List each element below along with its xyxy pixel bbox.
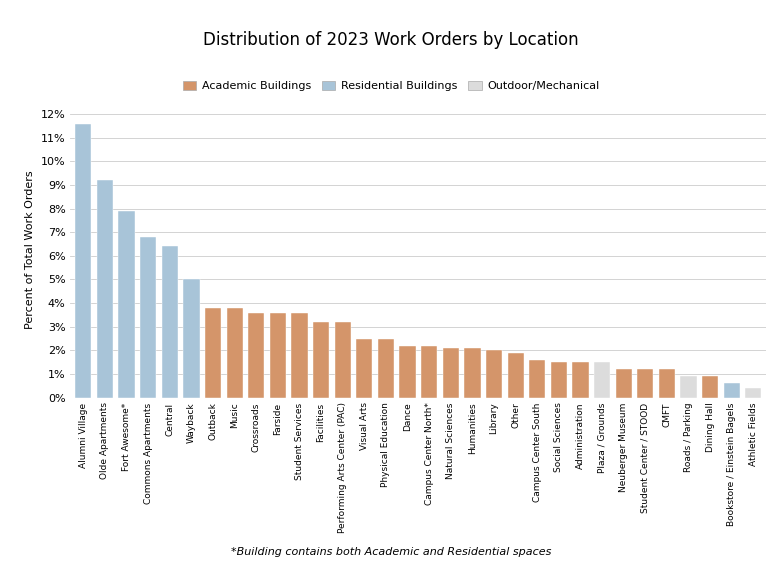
Bar: [508, 353, 524, 398]
Bar: [205, 308, 221, 398]
Bar: [292, 312, 307, 398]
Bar: [75, 123, 91, 398]
Bar: [313, 322, 329, 398]
Bar: [637, 369, 654, 398]
Bar: [97, 180, 113, 398]
Bar: [357, 339, 372, 398]
Bar: [118, 211, 135, 398]
Bar: [183, 279, 199, 398]
Bar: [680, 377, 697, 398]
Bar: [702, 377, 719, 398]
Bar: [270, 312, 286, 398]
Bar: [594, 362, 610, 398]
Bar: [378, 339, 394, 398]
Bar: [140, 237, 156, 398]
Bar: [465, 348, 480, 398]
Bar: [529, 360, 545, 398]
Bar: [443, 348, 459, 398]
Bar: [658, 369, 675, 398]
Bar: [227, 308, 242, 398]
Bar: [745, 388, 762, 398]
Text: Distribution of 2023 Work Orders by Location: Distribution of 2023 Work Orders by Loca…: [203, 31, 579, 49]
Bar: [400, 345, 416, 398]
Bar: [551, 362, 567, 398]
Bar: [248, 312, 264, 398]
Bar: [486, 350, 502, 398]
Bar: [723, 383, 740, 398]
Y-axis label: Percent of Total Work Orders: Percent of Total Work Orders: [25, 170, 35, 329]
Bar: [335, 322, 351, 398]
Text: *Building contains both Academic and Residential spaces: *Building contains both Academic and Res…: [231, 546, 551, 557]
Legend: Academic Buildings, Residential Buildings, Outdoor/Mechanical: Academic Buildings, Residential Building…: [178, 77, 604, 96]
Bar: [162, 247, 178, 398]
Bar: [421, 345, 437, 398]
Bar: [572, 362, 589, 398]
Bar: [615, 369, 632, 398]
